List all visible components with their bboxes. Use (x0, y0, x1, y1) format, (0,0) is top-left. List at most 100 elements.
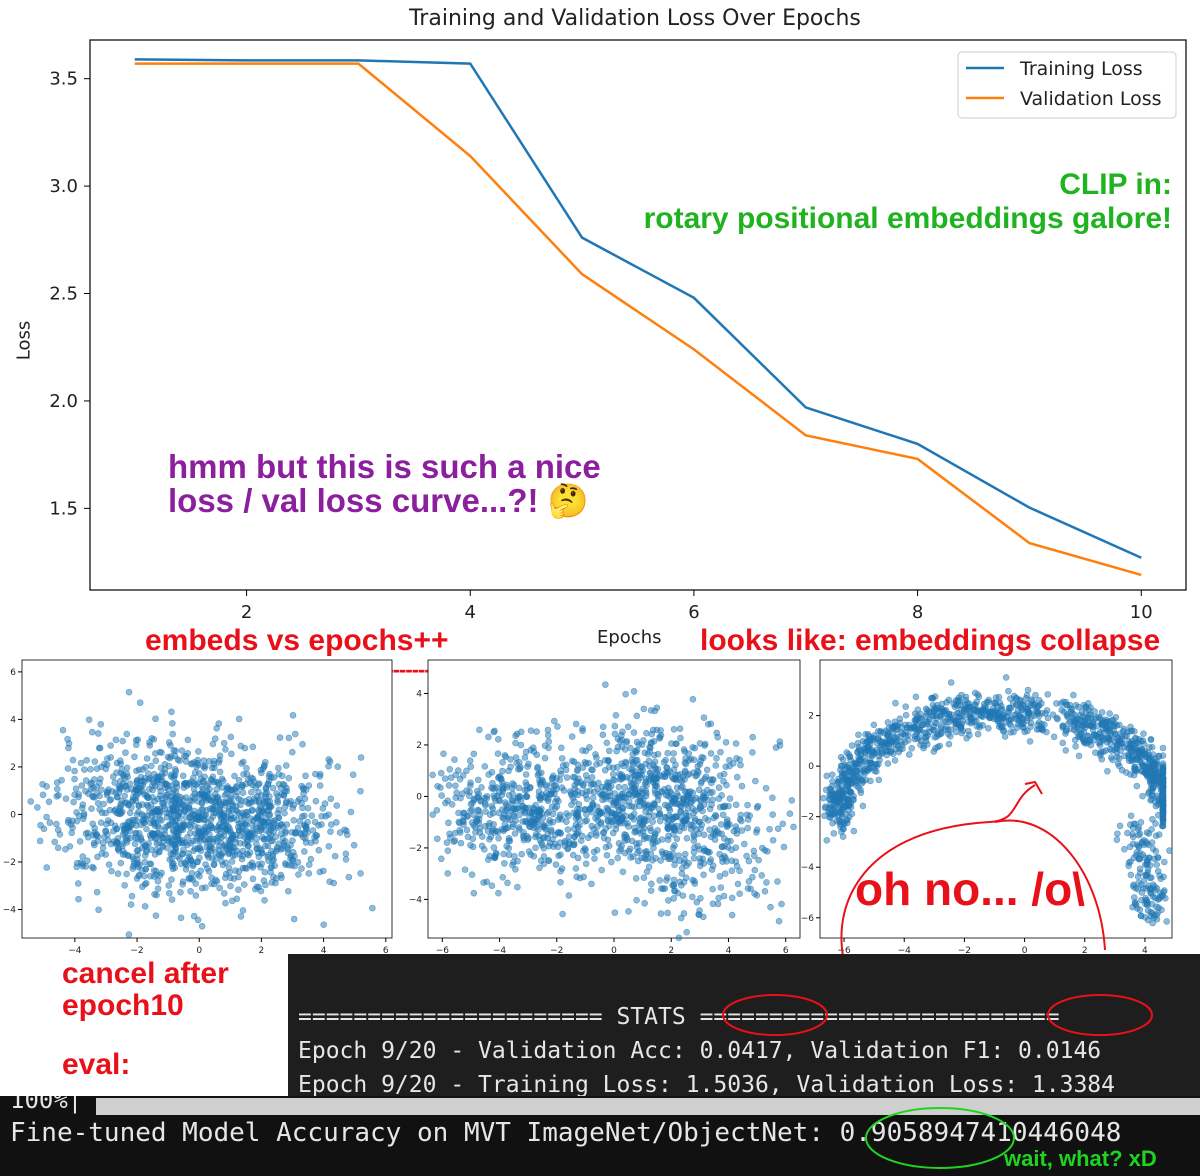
scatter-point (98, 763, 105, 771)
y-tick-label: −4 (3, 905, 17, 915)
scatter-point (235, 715, 243, 723)
scatter-point (555, 828, 562, 836)
scatter-point (79, 853, 87, 860)
scatter-point (722, 763, 730, 770)
scatter-point (164, 782, 172, 790)
cancel-line2: epoch10 (62, 989, 184, 1022)
scatter-point (95, 906, 102, 914)
scatter-point (495, 889, 502, 897)
scatter-point (582, 860, 590, 868)
scatter-point (1153, 861, 1161, 868)
scatter-point (540, 853, 548, 860)
scatter-point (675, 934, 683, 942)
scatter-point (709, 900, 717, 908)
scatter-point (268, 863, 275, 870)
scatter-point (933, 714, 941, 722)
scatter-point (633, 896, 640, 904)
scatter-point (966, 731, 973, 739)
scatter-point (470, 889, 478, 897)
scatter-point (62, 795, 70, 802)
scatter-point (94, 800, 102, 807)
scatter-point (700, 871, 707, 879)
scatter-point (885, 742, 893, 750)
scatter-point (611, 722, 619, 730)
scatter-point (169, 814, 177, 821)
scatter-point (820, 794, 827, 802)
scatter-point (1113, 742, 1121, 749)
scatter-point (75, 895, 82, 903)
scatter-point (605, 763, 613, 771)
scatter-point (723, 781, 730, 789)
scatter-point (534, 763, 542, 771)
scatter-point (217, 801, 224, 809)
scatter-point (633, 738, 641, 746)
scatter-point (762, 784, 770, 792)
scatter-point (1005, 687, 1012, 695)
scatter-point (216, 884, 223, 892)
scatter-point (222, 746, 229, 753)
scatter-point (1072, 743, 1079, 750)
scatter-point (635, 761, 642, 769)
scatter-point (255, 788, 262, 796)
scatter-point (1038, 720, 1045, 728)
scatter-point (671, 861, 678, 869)
scatter-point (91, 825, 99, 832)
scatter-point (71, 775, 78, 783)
scatter-point (541, 754, 549, 762)
scatter-point (492, 850, 500, 858)
scatter-point (693, 826, 700, 833)
scatter-point (174, 792, 181, 800)
y-tick-label: −4 (409, 895, 423, 905)
scatter-point (976, 724, 983, 731)
x-tick-label: −4 (493, 946, 507, 956)
scatter-point (769, 794, 776, 802)
scatter-point (85, 716, 93, 724)
scatter-point (690, 837, 698, 844)
scatter-point (185, 850, 192, 857)
scatter-point (226, 847, 233, 854)
x-tick-label: 6 (383, 946, 389, 956)
scatter-point (1114, 734, 1121, 742)
scatter-point (616, 776, 624, 783)
scatter-point (470, 750, 478, 758)
scatter-point (684, 805, 692, 812)
scatter-point (535, 770, 543, 777)
scatter-point (1136, 906, 1144, 913)
scatter-point (618, 842, 625, 850)
scatter-point (220, 890, 228, 897)
legend-validation-label: Validation Loss (1020, 88, 1162, 110)
scatter-point (98, 809, 106, 817)
scatter-point (509, 780, 516, 787)
x-tick-label: 6 (688, 602, 699, 623)
scatter-point (304, 804, 312, 812)
scatter-point (499, 767, 506, 775)
scatter-point (469, 835, 477, 843)
scatter-point (274, 810, 282, 817)
scatter-point (766, 825, 773, 833)
scatter-point (1124, 744, 1131, 752)
y-tick-label: −2 (801, 813, 814, 823)
scatter-point (444, 847, 452, 854)
scatter-point (515, 784, 523, 792)
scatter-point (654, 796, 662, 804)
scatter-point (51, 838, 59, 846)
x-tick-label: 10 (1130, 602, 1153, 623)
scatter-point (726, 795, 734, 802)
scatter-point (696, 907, 703, 914)
scatter-point (788, 797, 796, 804)
scatter-point (703, 796, 711, 804)
scatter-point (1138, 746, 1146, 754)
scatter-point (176, 814, 183, 821)
scatter-point (468, 871, 476, 878)
scatter-point (732, 823, 740, 830)
scatter-point (627, 854, 635, 861)
scatter-point (626, 765, 633, 772)
scatter-point (187, 823, 194, 831)
scatter-point (698, 754, 705, 761)
y-tick-label: −4 (801, 863, 815, 873)
scatter-point (281, 803, 289, 811)
scatter-point (255, 781, 262, 788)
scatter-point (694, 842, 702, 850)
scatter-point (53, 785, 61, 793)
scatter-point (285, 774, 293, 782)
